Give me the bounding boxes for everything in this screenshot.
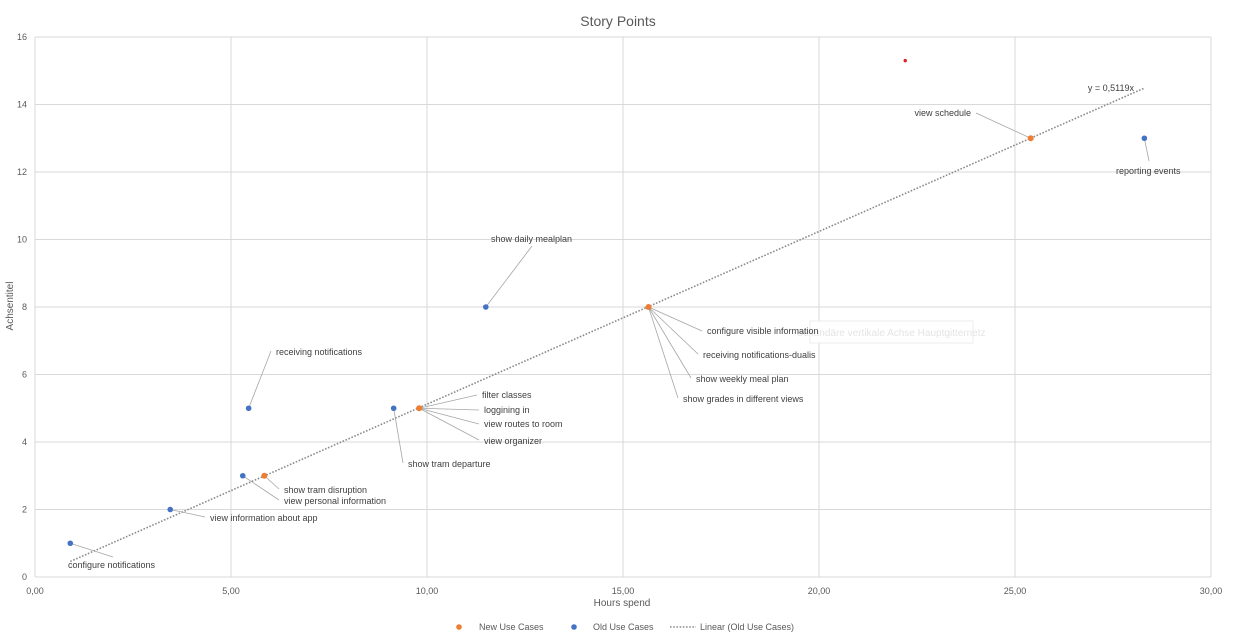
legend-label-old: Old Use Cases xyxy=(593,622,654,632)
point-label: receiving notifications xyxy=(276,347,363,357)
point-old-use-case xyxy=(245,405,252,412)
point-label: show tram disruption xyxy=(284,485,367,495)
legend: New Use Cases Old Use Cases Linear (Old Us… xyxy=(456,622,794,632)
point-old-use-case xyxy=(239,472,246,479)
point-old-use-case xyxy=(483,304,489,310)
y-tick-label: 14 xyxy=(17,100,27,110)
y-axis-title: Achsentitel xyxy=(5,282,16,331)
leader-line xyxy=(648,306,699,355)
leader-line xyxy=(975,112,1031,139)
leader-line xyxy=(418,407,480,441)
leader-line xyxy=(248,350,272,409)
point-old-use-case xyxy=(390,405,397,412)
leader-line xyxy=(419,407,480,425)
point-label: receiving notifications-dualis xyxy=(703,350,816,360)
tick-labels: 0,00 5,00 10,00 15,00 20,00 25,00 30,00 0 2 4 6 8 10… xyxy=(17,32,1222,596)
point-label: show weekly meal plan xyxy=(696,374,789,384)
leader-line xyxy=(264,475,280,490)
leader-line xyxy=(242,475,280,501)
point-label: view routes to room xyxy=(484,419,563,429)
point-old-use-case xyxy=(167,506,174,513)
leader-line xyxy=(648,306,703,332)
leader-line xyxy=(1143,138,1150,162)
x-tick-label: 20,00 xyxy=(808,586,831,596)
y-tick-label: 8 xyxy=(22,302,27,312)
x-tick-label: 0,00 xyxy=(26,586,44,596)
x-tick-label: 30,00 xyxy=(1200,586,1223,596)
y-tick-label: 6 xyxy=(22,370,27,380)
point-new-use-case xyxy=(1027,135,1034,142)
leader-line xyxy=(170,509,206,518)
ghost-label: Sekundäre vertikale Achse Hauptgitternet… xyxy=(797,328,986,339)
point-new-use-case xyxy=(645,304,652,310)
leader-line xyxy=(648,306,692,379)
point-label: show daily mealplan xyxy=(491,234,572,244)
point-label: view personal information xyxy=(284,496,386,506)
chart-title: Story Points xyxy=(580,13,655,29)
leader-line xyxy=(419,407,480,411)
y-tick-label: 12 xyxy=(17,167,27,177)
point-label: loggining in xyxy=(484,405,530,415)
y-tick-label: 2 xyxy=(22,505,27,515)
trendline-equation: y = 0,5119x xyxy=(1088,83,1135,93)
point-old-use-case xyxy=(67,540,74,547)
point-label: reporting events xyxy=(1116,166,1181,176)
point-label: configure visible information xyxy=(707,326,819,336)
x-tick-label: 15,00 xyxy=(612,586,635,596)
point-label: view information about app xyxy=(210,513,318,523)
point-label: show grades in different views xyxy=(683,394,804,404)
point-label: filter classes xyxy=(482,390,532,400)
leader-line xyxy=(648,306,679,399)
y-tick-label: 10 xyxy=(17,235,27,245)
y-tick-label: 4 xyxy=(22,437,27,447)
x-tick-label: 10,00 xyxy=(416,586,439,596)
ghost-label-box xyxy=(809,320,974,344)
point-new-use-case xyxy=(416,405,423,412)
data-points xyxy=(67,58,1148,547)
x-axis-title: Hours spend xyxy=(594,598,651,609)
point-old-use-case xyxy=(1141,135,1148,142)
y-tick-label: 16 xyxy=(17,32,27,42)
point-label: show tram departure xyxy=(408,459,491,469)
legend-marker-new xyxy=(456,624,462,630)
point-labels: view schedule reporting events show daily … xyxy=(68,108,1181,570)
leader-line xyxy=(419,394,478,409)
leader-line xyxy=(485,245,533,308)
point-label: configure notifications xyxy=(68,560,156,570)
legend-marker-old xyxy=(571,624,577,630)
point-new-use-case xyxy=(261,472,268,479)
x-tick-label: 5,00 xyxy=(222,586,240,596)
trendline xyxy=(69,87,1145,563)
point-outlier xyxy=(903,58,907,63)
legend-label-new: New Use Cases xyxy=(479,622,544,632)
grid-lines xyxy=(34,36,1212,578)
leader-line xyxy=(393,408,404,464)
x-tick-label: 25,00 xyxy=(1004,586,1027,596)
point-label: view organizer xyxy=(484,436,542,446)
leader-lines xyxy=(70,112,1150,558)
trendline-layer: y = 0,5119x xyxy=(69,83,1145,563)
legend-label-trendline: Linear (Old Use Cases) xyxy=(700,622,794,632)
y-tick-label: 0 xyxy=(22,572,27,582)
leader-line xyxy=(70,542,114,558)
point-label: view schedule xyxy=(914,108,971,118)
